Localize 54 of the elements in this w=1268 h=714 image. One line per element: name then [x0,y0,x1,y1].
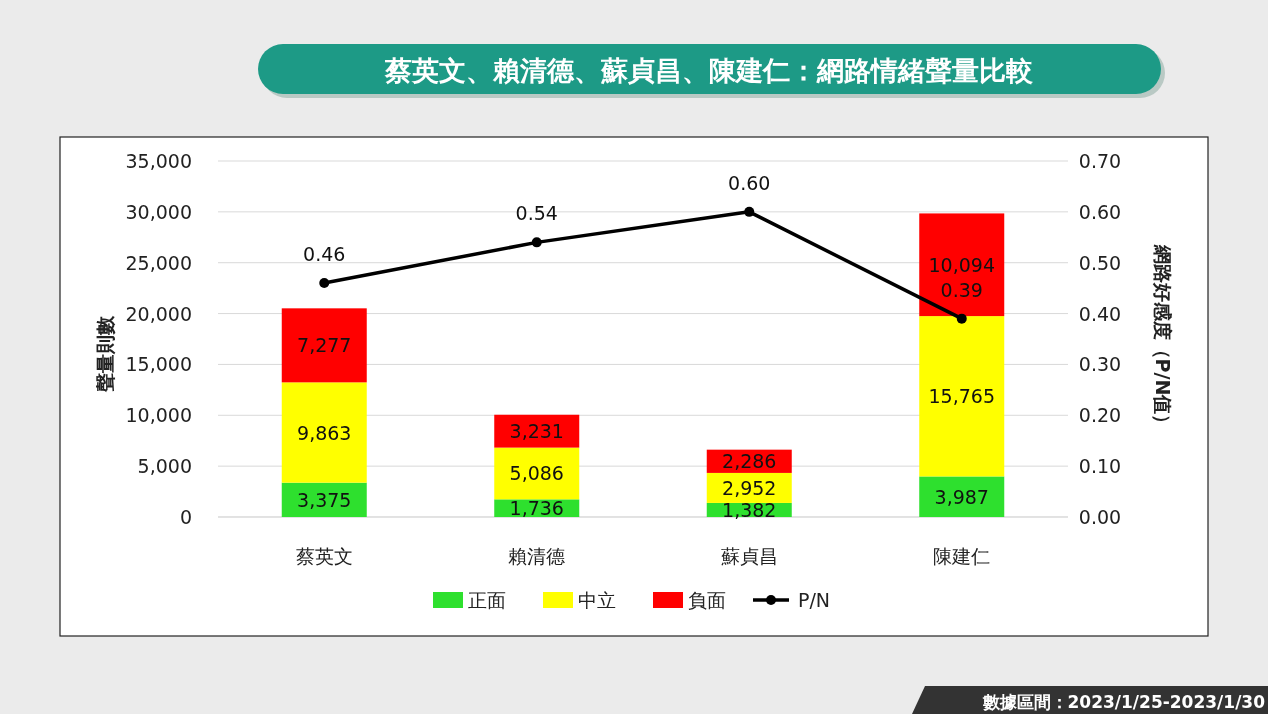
bar [281,308,367,383]
data-label: 2,952 [722,476,777,499]
y2-tick-label: 0.60 [1078,200,1122,223]
legend-label: P/N [798,589,831,611]
legend-label: 正面 [468,589,506,611]
y-tick-label: 15,000 [125,353,192,376]
y-tick-label: 5,000 [137,455,192,478]
y2-axis-title: 網路好感度（P/N值） [1152,243,1174,434]
legend-label: 負面 [688,589,726,611]
point [319,278,330,289]
point [531,237,542,248]
y2-tick-label: 0.30 [1078,353,1122,376]
y2-tick-label: 0.10 [1078,455,1122,478]
data-label: 0.54 [515,202,558,225]
data-label: 0.60 [728,171,771,194]
y-tick-label: 20,000 [125,302,192,325]
y-tick-label: 35,000 [125,150,192,172]
text: 數據區間：2023/1/25-2023/1/30 [981,692,1266,712]
y2-tick-label: 0.50 [1078,251,1122,274]
data-label: 0.39 [940,278,983,301]
x-tick-label: 蔡英文 [295,545,353,567]
bar [494,447,580,500]
y2-tick-label: 0.40 [1078,302,1122,325]
y-axis-title: 聲量則數 [94,315,116,393]
y2-tick-label: 0.00 [1078,506,1122,528]
y2-tick-label: 0.70 [1078,150,1122,172]
data-label: 7,277 [297,334,352,357]
data-label: 3,375 [297,488,352,511]
legend-label: 中立 [578,589,616,611]
bar [919,213,1005,317]
data-label: 3,987 [934,485,989,508]
data-label: 5,086 [509,462,564,485]
data-label: 9,863 [297,421,352,444]
y2-tick-label: 0.20 [1078,404,1122,427]
y-tick-label: 30,000 [125,200,192,223]
chart-title: 蔡英文、賴清德、蘇貞昌、陳建仁：網路情緒聲量比較 [384,55,1034,86]
data-label: 0.46 [303,243,346,266]
y-tick-label: 25,000 [125,251,192,274]
point [956,313,967,324]
x-tick-label: 蘇貞昌 [720,545,778,567]
data-label: 1,736 [509,497,564,520]
data-label: 1,382 [722,498,777,521]
data-label: 15,765 [928,385,995,408]
y-tick-label: 0 [179,506,192,528]
data-label: 10,094 [928,253,995,276]
bar [919,316,1005,477]
x-tick-label: 賴清德 [508,545,566,567]
data-label: 3,231 [509,420,564,443]
data-label: 2,286 [722,450,777,473]
x-tick-label: 陳建仁 [933,545,991,567]
point [744,206,755,217]
bar [919,476,1005,517]
bar [281,382,367,483]
y-tick-label: 10,000 [125,404,192,427]
